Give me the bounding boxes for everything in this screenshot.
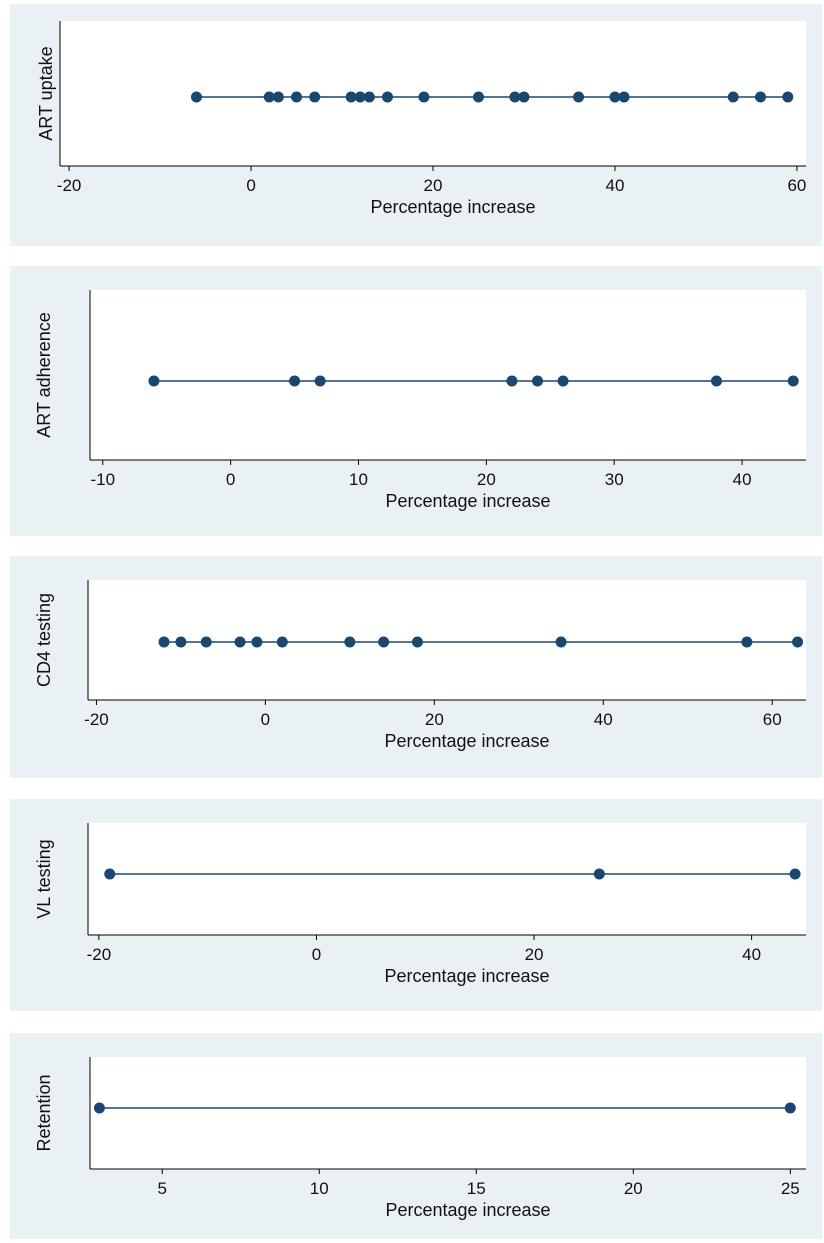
data-point-vl-testing [789, 868, 801, 880]
data-point-art-uptake [190, 91, 202, 103]
data-point-art-uptake [609, 91, 621, 103]
data-point-cd4-testing [251, 636, 263, 648]
data-point-art-adherence [289, 375, 301, 387]
chart-panel-vl-testing: -20 0 20 40 Percentage increase VL testing [10, 799, 822, 1011]
chart-panel-art-adherence: -10 0 10 20 30 40 Percentage increase ART adher… [10, 266, 822, 536]
x-tick-label: -20 [84, 710, 109, 729]
chart-art-adherence: -10 0 10 20 30 40 Percentage increase ART adher… [34, 290, 806, 511]
plot-area [90, 290, 806, 460]
x-tick-label: 20 [624, 1179, 643, 1198]
data-point-vl-testing [104, 868, 116, 880]
y-axis-title: CD4 testing [34, 593, 54, 687]
x-tick-label: 20 [425, 710, 444, 729]
y-axis-title: Retention [34, 1074, 54, 1151]
data-point-art-uptake [354, 91, 366, 103]
data-point-art-adherence [557, 375, 569, 387]
data-point-vl-testing [593, 868, 605, 880]
plot-area [60, 21, 806, 166]
data-point-cd4-testing [158, 636, 170, 648]
x-tick-label: 0 [312, 945, 321, 964]
data-point-art-adherence [506, 375, 518, 387]
x-tick-label: 60 [787, 176, 806, 195]
chart-vl-testing: -20 0 20 40 Percentage increase VL testing [34, 823, 806, 986]
x-tick-label: 40 [605, 176, 624, 195]
data-point-art-uptake [727, 91, 739, 103]
x-tick-label: 40 [742, 945, 761, 964]
data-point-retention [784, 1102, 796, 1114]
data-point-cd4-testing [200, 636, 212, 648]
chart-panel-retention: 5 10 15 20 25 Percentage increase Retention [10, 1033, 822, 1239]
data-point-cd4-testing [411, 636, 423, 648]
plot-area [88, 823, 806, 935]
data-point-art-uptake [755, 91, 767, 103]
data-point-cd4-testing [175, 636, 187, 648]
data-point-art-adherence [148, 375, 160, 387]
x-tick-label: 15 [467, 1179, 486, 1198]
data-point-art-adherence [711, 375, 722, 387]
x-tick-label: 60 [763, 710, 782, 729]
chart-panel-art-uptake: -20 0 20 40 60 Percentage increase ART uptake [10, 4, 822, 246]
plot-area [90, 1057, 806, 1169]
data-point-art-adherence [532, 375, 543, 387]
data-point-art-uptake [382, 91, 394, 103]
x-tick-label: 20 [477, 470, 496, 489]
y-axis-title: ART uptake [36, 46, 56, 140]
chart-art-uptake: -20 0 20 40 60 Percentage increase ART uptake [36, 21, 806, 217]
data-point-art-uptake [418, 91, 430, 103]
data-point-cd4-testing [741, 636, 753, 648]
data-point-cd4-testing [792, 636, 804, 648]
x-tick-label: 20 [424, 176, 443, 195]
x-axis-title: Percentage increase [385, 1200, 550, 1220]
data-point-art-uptake [345, 91, 357, 103]
data-point-art-adherence [787, 375, 799, 387]
plot-area [88, 580, 806, 700]
data-point-art-uptake [472, 91, 484, 103]
x-tick-label: 20 [525, 945, 544, 964]
data-point-art-uptake [291, 91, 303, 103]
x-tick-label: 10 [349, 470, 368, 489]
x-tick-label: 5 [157, 1179, 166, 1198]
x-tick-label: 40 [594, 710, 613, 729]
data-point-art-uptake [363, 91, 375, 103]
data-point-cd4-testing [234, 636, 246, 648]
x-axis-title: Percentage increase [384, 966, 549, 986]
x-tick-label: 25 [781, 1179, 800, 1198]
data-point-art-uptake [509, 91, 521, 103]
y-axis-title: ART adherence [34, 312, 54, 437]
x-axis-title: Percentage increase [385, 491, 550, 511]
data-point-cd4-testing [555, 636, 567, 648]
data-point-art-uptake [309, 91, 321, 103]
data-point-art-uptake [618, 91, 630, 103]
chart-retention: 5 10 15 20 25 Percentage increase Retention [34, 1057, 806, 1220]
chart-panel-cd4-testing: -20 0 20 40 60 Percentage increase CD4 testing [10, 556, 822, 778]
data-point-cd4-testing [378, 636, 390, 648]
data-point-art-uptake [518, 91, 530, 103]
data-point-cd4-testing [276, 636, 288, 648]
x-tick-label: -10 [90, 470, 115, 489]
x-axis-title: Percentage increase [370, 197, 535, 217]
y-axis-title: VL testing [34, 839, 54, 918]
x-axis-title: Percentage increase [384, 731, 549, 751]
x-tick-label: -20 [57, 176, 82, 195]
chart-cd4-testing: -20 0 20 40 60 Percentage increase CD4 testing [34, 580, 806, 751]
data-point-art-uptake [782, 91, 794, 103]
data-point-retention [93, 1102, 105, 1114]
x-tick-label: -20 [87, 945, 112, 964]
x-tick-label: 40 [733, 470, 752, 489]
data-point-cd4-testing [344, 636, 356, 648]
data-point-art-adherence [314, 375, 326, 387]
x-tick-label: 30 [605, 470, 624, 489]
x-tick-label: 0 [226, 470, 235, 489]
data-point-art-uptake [263, 91, 275, 103]
data-point-art-uptake [272, 91, 284, 103]
x-tick-label: 0 [246, 176, 255, 195]
x-tick-label: 10 [310, 1179, 329, 1198]
x-tick-label: 0 [261, 710, 270, 729]
data-point-art-uptake [573, 91, 585, 103]
